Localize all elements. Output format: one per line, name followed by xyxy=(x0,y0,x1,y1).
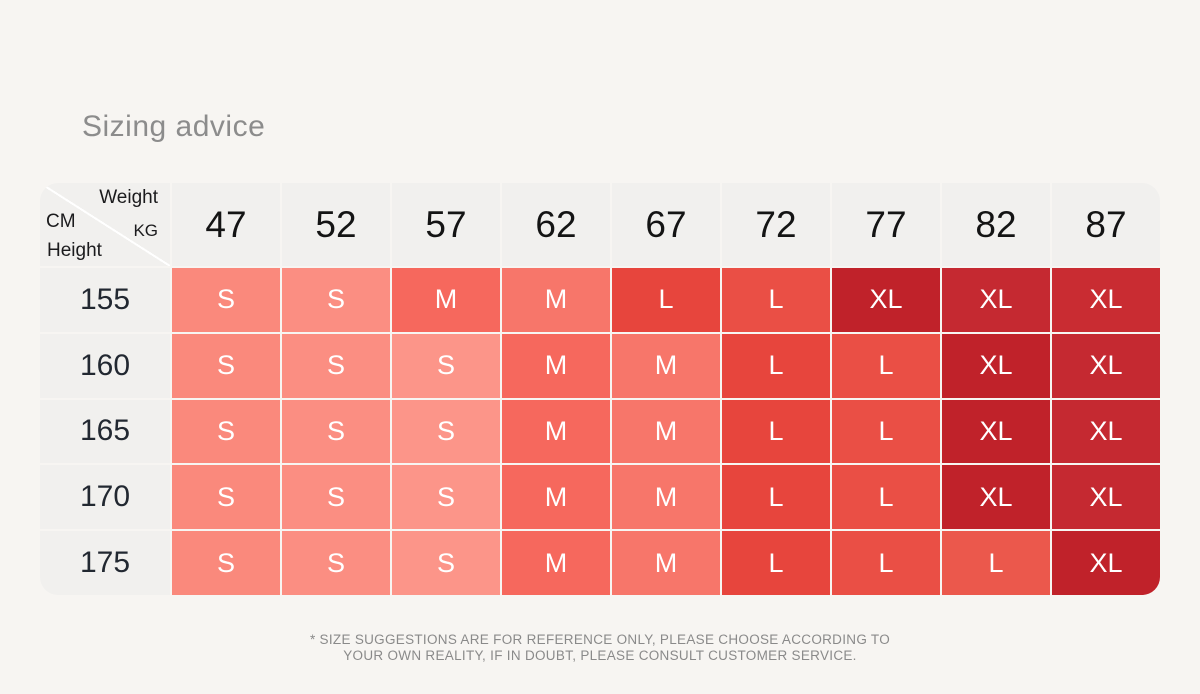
disclaimer-text: * SIZE SUGGESTIONS ARE FOR REFERENCE ONL… xyxy=(0,632,1200,663)
size-cell: S xyxy=(282,268,390,332)
height-label-cell: 175 xyxy=(40,531,170,595)
size-cell: L xyxy=(832,333,940,398)
sizing-table: Weight CM KG Height 47 52 57 62 67 72 77 82 87 15… xyxy=(40,183,1160,595)
size-cell: XL xyxy=(942,333,1050,398)
size-cell: XL xyxy=(1052,333,1160,398)
size-cell: L xyxy=(832,399,940,464)
weight-header-cell: 57 xyxy=(392,183,500,266)
weight-header-cell: 62 xyxy=(502,183,610,266)
size-cell: L xyxy=(612,268,720,332)
disclaimer-line-1: * SIZE SUGGESTIONS ARE FOR REFERENCE ONL… xyxy=(309,632,891,647)
height-label-cell: 170 xyxy=(40,465,170,530)
weight-header-cell: 77 xyxy=(832,183,940,266)
size-cell: S xyxy=(392,399,500,464)
corner-weight-label: Weight xyxy=(99,187,158,208)
size-cell: L xyxy=(832,531,940,595)
size-cell: M xyxy=(502,399,610,464)
size-cell: M xyxy=(502,465,610,530)
weight-header-cell: 52 xyxy=(282,183,390,266)
size-cell: L xyxy=(942,531,1050,595)
height-label-cell: 160 xyxy=(40,333,170,398)
size-cell: XL xyxy=(1052,465,1160,530)
size-cell: XL xyxy=(1052,268,1160,332)
corner-cm-label: CM xyxy=(46,211,76,232)
size-cell: XL xyxy=(832,268,940,332)
size-cell: S xyxy=(172,333,280,398)
size-cell: S xyxy=(392,465,500,530)
height-label-cell: 155 xyxy=(40,268,170,332)
size-cell: XL xyxy=(1052,399,1160,464)
weight-header-cell: 47 xyxy=(172,183,280,266)
weight-header-cell: 72 xyxy=(722,183,830,266)
size-cell: L xyxy=(722,268,830,332)
size-cell: S xyxy=(282,531,390,595)
weight-header-cell: 87 xyxy=(1052,183,1160,266)
weight-header-cell: 67 xyxy=(612,183,720,266)
size-cell: M xyxy=(502,333,610,398)
corner-kg-label: KG xyxy=(133,221,158,240)
size-cell: XL xyxy=(1052,531,1160,595)
size-cell: S xyxy=(282,465,390,530)
size-cell: M xyxy=(612,399,720,464)
size-cell: M xyxy=(612,531,720,595)
size-cell: L xyxy=(722,333,830,398)
size-cell: XL xyxy=(942,399,1050,464)
size-cell: S xyxy=(172,531,280,595)
page-title: Sizing advice xyxy=(82,110,266,143)
size-cell: M xyxy=(392,268,500,332)
size-cell: L xyxy=(722,531,830,595)
size-cell: S xyxy=(172,268,280,332)
size-cell: L xyxy=(832,465,940,530)
size-cell: L xyxy=(722,399,830,464)
size-cell: S xyxy=(392,531,500,595)
size-cell: S xyxy=(392,333,500,398)
size-cell: M xyxy=(612,333,720,398)
size-cell: XL xyxy=(942,465,1050,530)
size-cell: S xyxy=(282,333,390,398)
size-cell: XL xyxy=(942,268,1050,332)
size-cell: S xyxy=(172,399,280,464)
corner-height-label: Height xyxy=(47,240,102,261)
weight-header-cell: 82 xyxy=(942,183,1050,266)
size-cell: M xyxy=(502,268,610,332)
size-cell: S xyxy=(282,399,390,464)
corner-header-cell: Weight CM KG Height xyxy=(40,183,170,266)
size-cell: M xyxy=(612,465,720,530)
height-label-cell: 165 xyxy=(40,399,170,464)
disclaimer-line-2: YOUR OWN REALITY, IF IN DOUBT, PLEASE CO… xyxy=(343,647,857,663)
size-cell: L xyxy=(722,465,830,530)
size-cell: M xyxy=(502,531,610,595)
size-cell: S xyxy=(172,465,280,530)
